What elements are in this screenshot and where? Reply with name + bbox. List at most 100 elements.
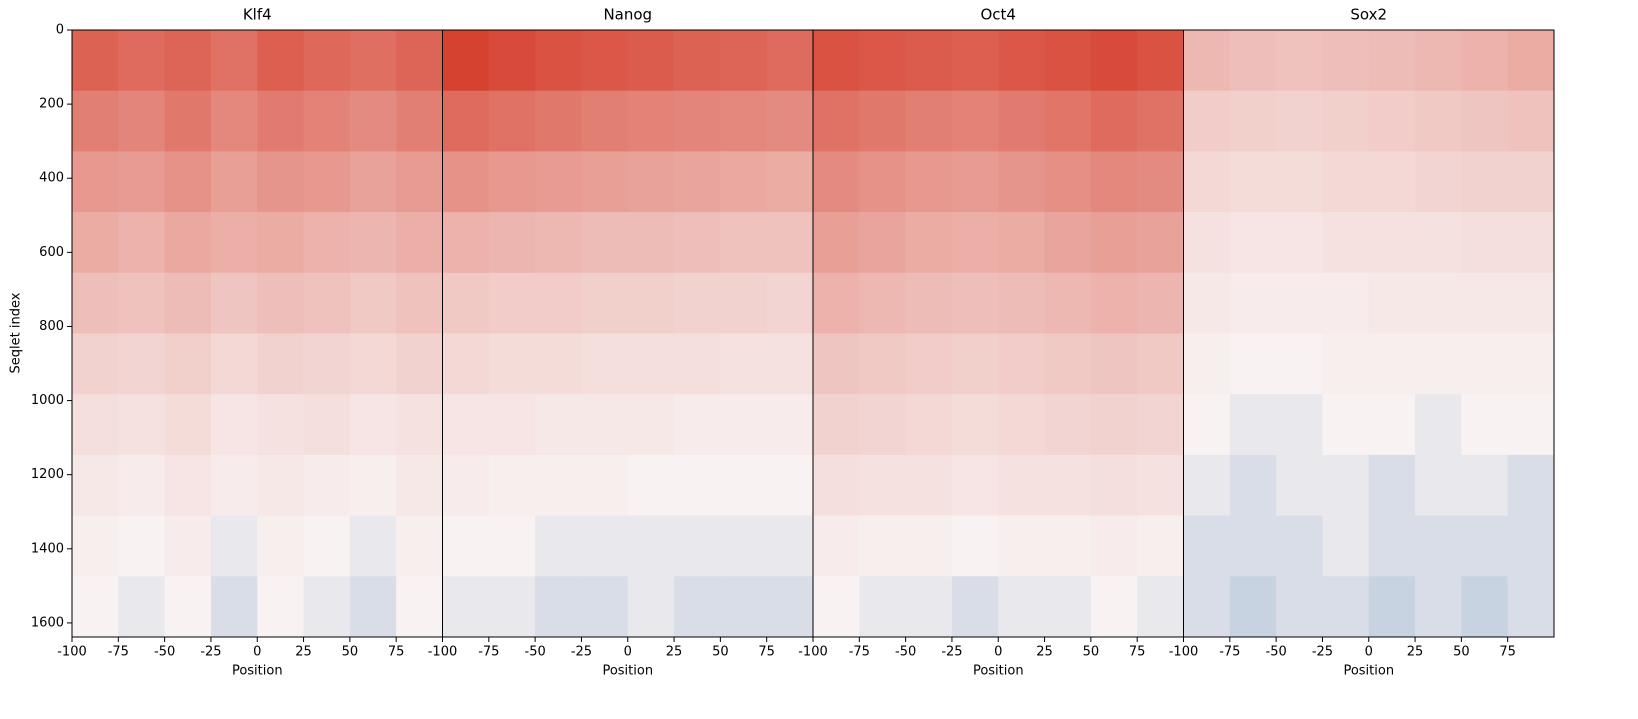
heatmap-cell [998,90,1046,152]
heatmap-cell [581,30,629,92]
heatmap-cell [72,454,119,517]
heatmap-cell [210,576,258,638]
heatmap-cell [349,151,397,213]
heatmap-cell [118,515,166,577]
heatmap-cell [1183,576,1231,638]
heatmap-cell [766,576,814,638]
heatmap-cell [998,151,1046,213]
heatmap-cell [1461,333,1509,395]
heatmap-cell [859,212,907,274]
heatmap-cell [257,576,305,638]
heatmap-cell [1368,454,1416,517]
heatmap-cell [535,576,582,638]
heatmap-cell [1507,576,1555,638]
heatmap-cell [905,394,953,456]
x-tick-label: -100 [1169,645,1199,660]
heatmap-cell [1461,272,1509,334]
heatmap-cell [303,454,351,517]
y-tick-label: 1600 [31,615,64,630]
heatmap-cell [766,454,814,517]
heatmap-cell [303,272,351,334]
heatmap-cell [1368,272,1416,334]
heatmap-cell [349,394,397,456]
heatmap-cell [1415,394,1462,456]
heatmap-cell [1044,90,1092,152]
heatmap-cell [1461,576,1509,638]
heatmap-cell [1276,90,1323,152]
panel-title: Nanog [603,6,652,24]
heatmap-cell [72,272,119,334]
heatmap-cell [1322,30,1370,92]
heatmap-cell [118,394,166,456]
heatmap-cell [442,576,490,638]
heatmap-cell [349,333,397,395]
heatmap-cell [720,272,768,334]
heatmap-cell [905,272,953,334]
heatmap-cell [951,576,999,638]
heatmap-cell [813,333,860,395]
heatmap-cell [1183,454,1231,517]
heatmap-cell [766,272,814,334]
y-axis-label: Seqlet index [9,292,24,373]
heatmap-cell [905,333,953,395]
heatmap-cell [951,151,999,213]
heatmap-cell [442,394,490,456]
heatmap-cell [1229,394,1277,456]
heatmap-cell [1229,333,1277,395]
heatmap-cell [951,272,999,334]
heatmap-cell [1044,272,1092,334]
heatmap-cell [627,30,675,92]
heatmap-cell [1322,212,1370,274]
heatmap-cell [1137,212,1184,274]
heatmap-cell [627,576,675,638]
heatmap-cell [1461,515,1509,577]
heatmap-cell [813,30,860,92]
heatmap-cell [766,515,814,577]
heatmap-cell [581,515,629,577]
heatmap-cell [1461,212,1509,274]
y-tick-label: 1200 [31,467,64,482]
heatmap-cell [1322,576,1370,638]
heatmap-cell [1415,515,1462,577]
heatmap-cell [674,394,721,456]
heatmap-cell [1276,394,1323,456]
heatmap-cell [257,333,305,395]
heatmap-cell [1183,90,1231,152]
x-tick-label: -50 [525,645,546,660]
heatmap-cell [118,90,166,152]
heatmap-cell [859,394,907,456]
heatmap-cell [951,515,999,577]
heatmap-cell [1276,515,1323,577]
x-tick-label: 25 [1036,645,1053,660]
heatmap-cell [1276,333,1323,395]
heatmap-cell [1090,151,1138,213]
heatmap-cell [674,212,721,274]
heatmap-cell [859,515,907,577]
heatmap-cell [1507,212,1555,274]
heatmap-cell [349,30,397,92]
heatmap-cell [164,576,212,638]
heatmap-cell [535,212,582,274]
heatmap-cell [396,454,443,517]
heatmap-cell [674,454,721,517]
heatmap-cell [1276,30,1323,92]
heatmap-cell [859,151,907,213]
panel-title: Sox2 [1350,6,1387,24]
heatmap-cell [72,333,119,395]
heatmap-cell [1090,454,1138,517]
heatmap-cell [164,394,212,456]
heatmap-cell [998,333,1046,395]
heatmap-cell [1322,394,1370,456]
x-tick-label: 75 [1499,645,1516,660]
heatmap-cell [1507,515,1555,577]
heatmap-cell [349,515,397,577]
heatmap-cell [1137,30,1184,92]
heatmap-cell [488,30,536,92]
heatmap-cell [164,333,212,395]
heatmap-cell [951,333,999,395]
heatmap-cell [442,212,490,274]
heatmap-cell [813,515,860,577]
x-axis-label: Position [973,664,1024,679]
heatmap-cell [535,515,582,577]
heatmap-cell [396,394,443,456]
